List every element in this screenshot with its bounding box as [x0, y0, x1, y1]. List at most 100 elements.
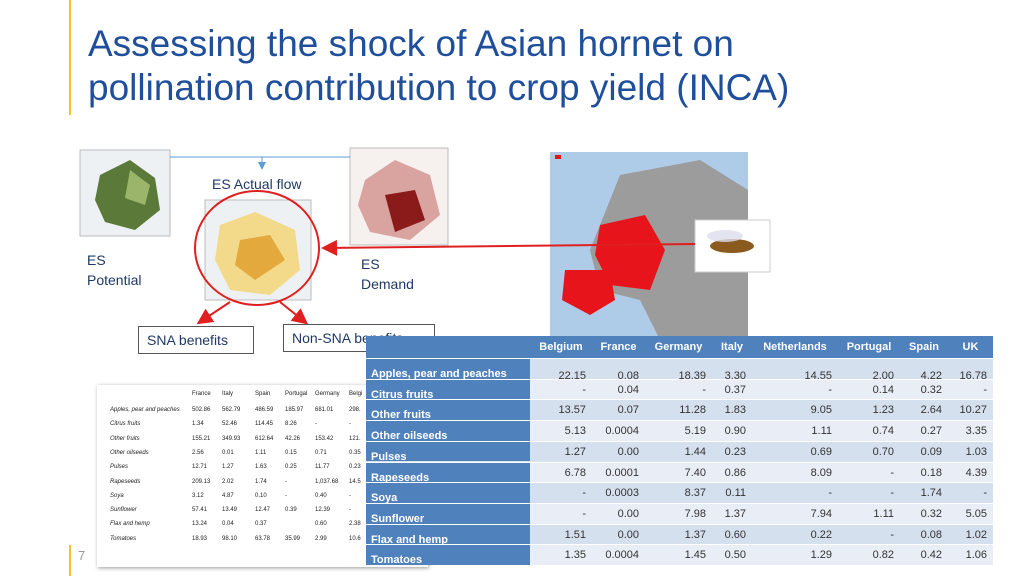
cell: 98.10 — [222, 535, 238, 542]
cell: 1.63 — [255, 464, 267, 471]
cell: - — [983, 383, 987, 396]
row-band — [530, 502, 993, 524]
cell: - — [983, 487, 987, 500]
cell: - — [285, 478, 287, 485]
cell: 1.27 — [222, 464, 234, 471]
cell: 0.23 — [724, 445, 746, 458]
cell: 0.25 — [285, 464, 297, 471]
column-header: Belgi — [349, 391, 363, 397]
cell: - — [890, 528, 894, 541]
row-label: Flax and hemp — [371, 533, 449, 546]
cell: 4.87 — [222, 492, 234, 499]
cell: 0.15 — [285, 449, 297, 456]
cell: 1.37 — [684, 528, 706, 541]
cell: 11.28 — [679, 404, 706, 417]
cell: 0.09 — [920, 445, 942, 458]
title: Assessing the shock of Asian hornet on po… — [88, 23, 790, 108]
row-label: Pulses — [371, 450, 407, 463]
column-header: Spain — [255, 391, 271, 397]
cell: 3.12 — [192, 492, 204, 499]
cell: 0.18 — [920, 466, 942, 479]
cell: 1,037.68 — [315, 478, 339, 485]
cell: 0.70 — [872, 445, 894, 458]
row-band — [366, 523, 530, 545]
cell: 9.05 — [810, 404, 832, 417]
cell: 1.44 — [684, 445, 706, 458]
row-label: Soya — [110, 492, 124, 499]
cell: 0.82 — [872, 549, 894, 562]
cell: 0.0004 — [605, 425, 639, 438]
cell: 0.23 — [349, 464, 361, 471]
row-label: Tomatoes — [110, 535, 137, 542]
cell: 0.37 — [255, 521, 267, 528]
cell: 0.40 — [315, 492, 327, 499]
column-header: Portugal — [846, 341, 892, 353]
row-band — [530, 378, 993, 400]
row-label: Apples, pear and peaches — [371, 368, 507, 380]
cell: 298. — [349, 407, 361, 413]
cell: 0.32 — [920, 383, 942, 396]
cell: 1.74 — [255, 478, 267, 485]
cell: - — [582, 507, 586, 520]
row-label: Rapeseeds — [110, 478, 141, 485]
cell: 185.97 — [285, 407, 304, 413]
cell: - — [890, 466, 894, 479]
cell: 0.07 — [617, 404, 639, 417]
actual-flow-map — [204, 199, 312, 301]
cell: 0.50 — [724, 549, 746, 562]
row-band — [366, 378, 530, 400]
cell: 12.39 — [315, 507, 331, 514]
cell: 0.39 — [285, 507, 297, 514]
cell: 5.05 — [965, 507, 987, 520]
column-header: Italy — [222, 391, 234, 397]
cell: 0.08 — [920, 528, 942, 541]
sna-box: SNA benefits — [138, 326, 254, 354]
row-band — [530, 523, 993, 545]
cell: 0.04 — [222, 521, 234, 528]
cell: 0.0004 — [605, 549, 639, 562]
row-band — [530, 420, 993, 441]
hornet-map — [550, 152, 771, 340]
cell: 0.32 — [920, 507, 942, 520]
data-table: Belgium France Germany Italy Netherlands Port… — [366, 336, 993, 566]
row-label: Sunflower — [110, 507, 137, 514]
cell: 13.57 — [558, 404, 586, 417]
cell: 1.34 — [192, 421, 204, 428]
label: ES Actual flow — [212, 176, 302, 192]
cell: 0.11 — [725, 487, 746, 500]
cell: 12.71 — [192, 464, 208, 471]
cell: 0.00 — [617, 445, 639, 458]
page-number: 7 — [78, 548, 86, 563]
row-band — [366, 482, 530, 503]
column-header: Netherlands — [763, 341, 827, 353]
cell: 3.35 — [965, 425, 987, 438]
cell: 0.22 — [810, 528, 832, 541]
cell: - — [349, 507, 351, 514]
cell: 4.39 — [965, 466, 987, 479]
cell: 0.90 — [724, 425, 746, 438]
row-label: Sunflower — [371, 512, 425, 525]
cell: 8.09 — [810, 466, 832, 479]
row-band — [366, 440, 530, 462]
cell: 7.40 — [684, 466, 706, 479]
column-header: Italy — [720, 341, 743, 353]
cell: 209.13 — [192, 478, 211, 485]
cell: 0.60 — [315, 521, 327, 528]
column-header: Belgium — [539, 341, 583, 353]
cell: 2.38 — [349, 521, 361, 528]
cell: 42.26 — [285, 435, 301, 442]
cell: 0.01 — [222, 449, 234, 456]
row-label: Other oilseeds — [110, 449, 149, 456]
row-label: Rapeseeds — [371, 471, 430, 484]
cell: 10.6 — [349, 535, 361, 542]
row-band — [530, 358, 993, 379]
cell: 5.13 — [564, 425, 586, 438]
accent-bar — [69, 0, 71, 115]
cell: 13.24 — [192, 521, 208, 528]
row-band — [366, 461, 530, 483]
cell: 1.45 — [684, 549, 706, 562]
cell: 1.11 — [811, 425, 832, 438]
cell: 114.45 — [255, 421, 273, 428]
cell: 0.0001 — [605, 466, 639, 479]
